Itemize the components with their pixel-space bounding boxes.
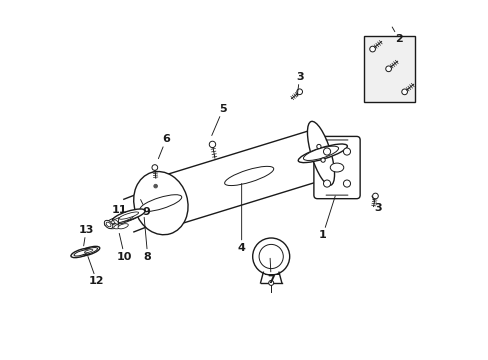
Circle shape: [401, 89, 407, 95]
Text: 3: 3: [295, 72, 303, 96]
Text: 1: 1: [318, 196, 335, 240]
Ellipse shape: [71, 248, 92, 258]
Circle shape: [343, 148, 350, 155]
Circle shape: [385, 66, 391, 72]
Text: 11: 11: [111, 205, 127, 226]
Ellipse shape: [114, 224, 124, 229]
Ellipse shape: [307, 121, 334, 185]
Circle shape: [372, 193, 378, 199]
Ellipse shape: [104, 220, 113, 229]
Circle shape: [268, 280, 273, 285]
Circle shape: [209, 141, 215, 148]
Text: 5: 5: [211, 104, 226, 135]
Ellipse shape: [329, 163, 343, 172]
FancyBboxPatch shape: [313, 136, 359, 199]
Ellipse shape: [303, 146, 338, 161]
Ellipse shape: [112, 219, 120, 225]
Ellipse shape: [133, 171, 188, 235]
Ellipse shape: [298, 144, 346, 163]
Circle shape: [323, 180, 330, 187]
Circle shape: [296, 89, 302, 95]
Ellipse shape: [112, 209, 145, 222]
Circle shape: [252, 238, 289, 275]
Ellipse shape: [106, 222, 111, 227]
Circle shape: [323, 148, 330, 155]
Ellipse shape: [78, 246, 100, 256]
Text: 10: 10: [117, 233, 132, 261]
Bar: [363, 36, 414, 102]
Ellipse shape: [80, 248, 97, 255]
Text: 12: 12: [88, 257, 104, 287]
Circle shape: [259, 244, 283, 269]
Circle shape: [316, 144, 321, 149]
Ellipse shape: [114, 220, 118, 224]
Text: 3: 3: [371, 196, 381, 213]
Ellipse shape: [111, 215, 134, 224]
Text: 8: 8: [143, 217, 151, 261]
Text: 2: 2: [391, 27, 402, 44]
Text: 13: 13: [78, 225, 94, 246]
Circle shape: [343, 180, 350, 187]
Ellipse shape: [109, 224, 120, 229]
Ellipse shape: [118, 224, 128, 229]
Ellipse shape: [119, 212, 139, 219]
Circle shape: [152, 165, 157, 170]
Ellipse shape: [84, 249, 93, 253]
Circle shape: [369, 46, 375, 52]
Text: 4: 4: [237, 184, 245, 253]
Text: 9: 9: [141, 199, 150, 217]
Ellipse shape: [104, 212, 140, 226]
Ellipse shape: [74, 250, 89, 256]
Text: 7: 7: [267, 258, 274, 285]
Ellipse shape: [140, 195, 182, 212]
Circle shape: [320, 158, 325, 162]
Ellipse shape: [224, 166, 273, 185]
Circle shape: [154, 184, 157, 188]
Text: 6: 6: [158, 134, 170, 159]
